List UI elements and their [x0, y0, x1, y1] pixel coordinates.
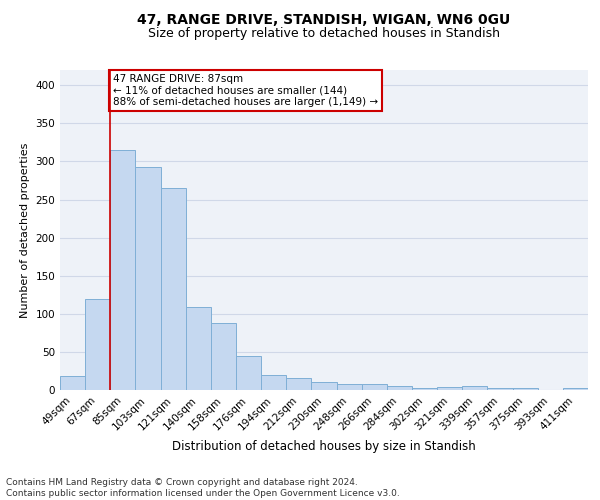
Bar	[85, 300, 110, 390]
Bar	[462, 386, 487, 390]
Text: 47, RANGE DRIVE, STANDISH, WIGAN, WN6 0GU: 47, RANGE DRIVE, STANDISH, WIGAN, WN6 0G…	[137, 12, 511, 26]
Bar	[186, 307, 211, 390]
Bar	[412, 388, 437, 390]
Bar	[161, 188, 186, 390]
Bar	[337, 384, 362, 390]
Bar	[311, 382, 337, 390]
Text: 47 RANGE DRIVE: 87sqm
← 11% of detached houses are smaller (144)
88% of semi-det: 47 RANGE DRIVE: 87sqm ← 11% of detached …	[113, 74, 378, 107]
Text: Contains HM Land Registry data © Crown copyright and database right 2024.
Contai: Contains HM Land Registry data © Crown c…	[6, 478, 400, 498]
Bar	[261, 375, 286, 390]
Bar	[136, 167, 161, 390]
Bar	[512, 388, 538, 390]
X-axis label: Distribution of detached houses by size in Standish: Distribution of detached houses by size …	[172, 440, 476, 453]
Bar	[387, 386, 412, 390]
Bar	[60, 376, 85, 390]
Bar	[563, 388, 588, 390]
Bar	[487, 388, 512, 390]
Bar	[362, 384, 387, 390]
Text: Size of property relative to detached houses in Standish: Size of property relative to detached ho…	[148, 28, 500, 40]
Bar	[437, 387, 462, 390]
Y-axis label: Number of detached properties: Number of detached properties	[20, 142, 30, 318]
Bar	[110, 150, 136, 390]
Bar	[236, 356, 261, 390]
Bar	[286, 378, 311, 390]
Bar	[211, 323, 236, 390]
